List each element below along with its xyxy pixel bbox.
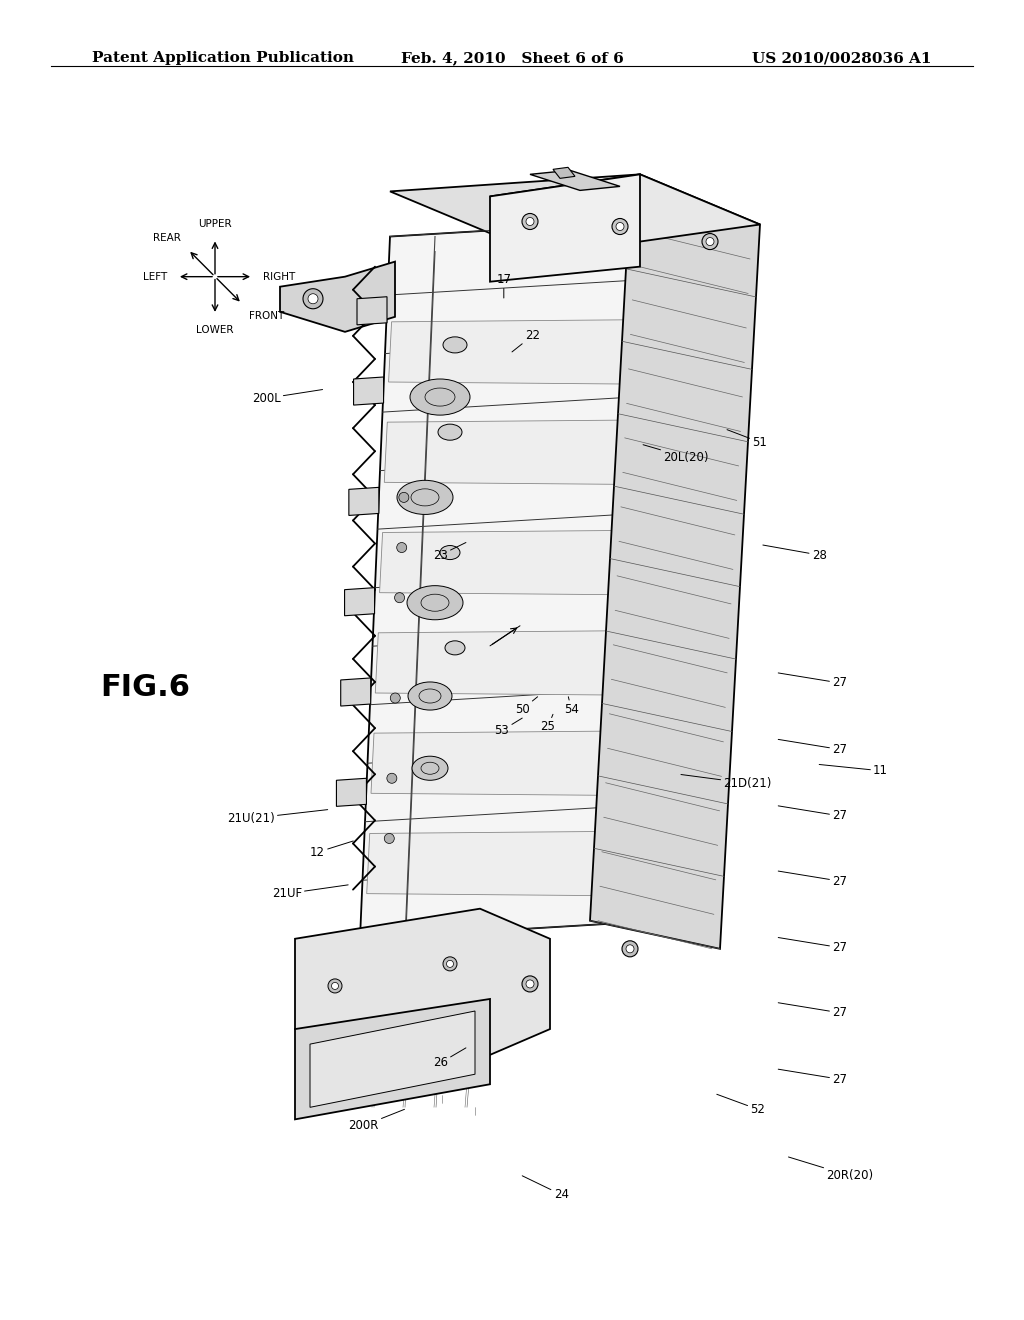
Polygon shape [490,174,760,242]
Text: 21D(21): 21D(21) [681,775,772,789]
Ellipse shape [397,480,453,515]
Circle shape [328,979,342,993]
Ellipse shape [438,424,462,440]
Text: 20R(20): 20R(20) [788,1156,873,1183]
Text: 27: 27 [778,1003,847,1019]
Circle shape [626,945,634,953]
Text: US 2010/0028036 A1: US 2010/0028036 A1 [753,51,932,66]
Circle shape [616,223,624,231]
Circle shape [526,979,534,987]
Text: 26: 26 [433,1048,466,1069]
Polygon shape [375,631,612,696]
Circle shape [443,957,457,972]
Text: REAR: REAR [154,232,181,243]
Circle shape [308,294,318,304]
Polygon shape [337,779,367,807]
Text: 51: 51 [727,430,767,449]
Circle shape [446,961,454,968]
Ellipse shape [445,640,465,655]
Polygon shape [295,908,550,1059]
Text: 24: 24 [522,1176,568,1201]
Text: 11: 11 [819,764,888,777]
Polygon shape [349,487,379,515]
Text: LOWER: LOWER [197,325,233,335]
Text: 53: 53 [495,718,522,737]
Circle shape [522,975,538,991]
Text: 27: 27 [778,739,847,756]
Circle shape [706,238,714,246]
Circle shape [396,543,407,553]
Polygon shape [367,832,604,896]
Text: 25: 25 [541,714,555,734]
Text: 27: 27 [778,871,847,887]
Text: 54: 54 [564,697,579,715]
Polygon shape [553,168,575,178]
Circle shape [522,214,538,230]
Text: 20L(20): 20L(20) [643,445,709,463]
Text: Feb. 4, 2010   Sheet 6 of 6: Feb. 4, 2010 Sheet 6 of 6 [400,51,624,66]
Ellipse shape [440,545,460,560]
Ellipse shape [412,756,449,780]
Circle shape [526,218,534,226]
Circle shape [332,982,339,990]
Polygon shape [310,1011,475,1107]
Text: FIG.6: FIG.6 [100,673,190,702]
Text: UPPER: UPPER [199,219,231,228]
Polygon shape [357,297,387,325]
Polygon shape [380,531,616,595]
Ellipse shape [407,586,463,620]
Text: 27: 27 [778,937,847,954]
Text: Patent Application Publication: Patent Application Publication [92,51,354,66]
Text: 12: 12 [310,841,353,859]
Polygon shape [353,378,384,405]
Polygon shape [341,678,371,706]
Ellipse shape [443,337,467,352]
Polygon shape [280,261,395,331]
Text: RIGHT: RIGHT [263,272,295,281]
Text: 50: 50 [515,697,538,715]
Circle shape [612,219,628,235]
Circle shape [303,289,323,309]
Circle shape [390,693,400,704]
Circle shape [387,774,397,783]
Polygon shape [360,222,640,939]
Text: 22: 22 [512,329,540,352]
Text: 200R: 200R [348,1109,404,1133]
Ellipse shape [408,682,452,710]
Polygon shape [371,731,608,796]
Text: LEFT: LEFT [142,272,167,281]
Polygon shape [344,587,375,615]
Polygon shape [530,170,620,190]
Text: 21UF: 21UF [271,884,348,900]
Text: 21U(21): 21U(21) [227,809,328,825]
Text: 27: 27 [778,1069,847,1086]
Polygon shape [295,999,490,1119]
Circle shape [622,941,638,957]
Text: 23: 23 [433,543,466,561]
Text: 17: 17 [497,273,511,298]
Text: 27: 27 [778,805,847,822]
Circle shape [384,833,394,843]
Circle shape [702,234,718,249]
Text: FRONT: FRONT [249,310,285,321]
Polygon shape [384,420,622,484]
Polygon shape [388,319,626,384]
Polygon shape [590,197,760,949]
Polygon shape [490,174,640,281]
Text: 28: 28 [763,545,826,561]
Text: 52: 52 [717,1094,765,1115]
Ellipse shape [410,379,470,414]
Polygon shape [390,174,760,242]
Circle shape [399,492,409,503]
Text: 200L: 200L [252,389,323,405]
Text: 27: 27 [778,673,847,689]
Circle shape [394,593,404,603]
